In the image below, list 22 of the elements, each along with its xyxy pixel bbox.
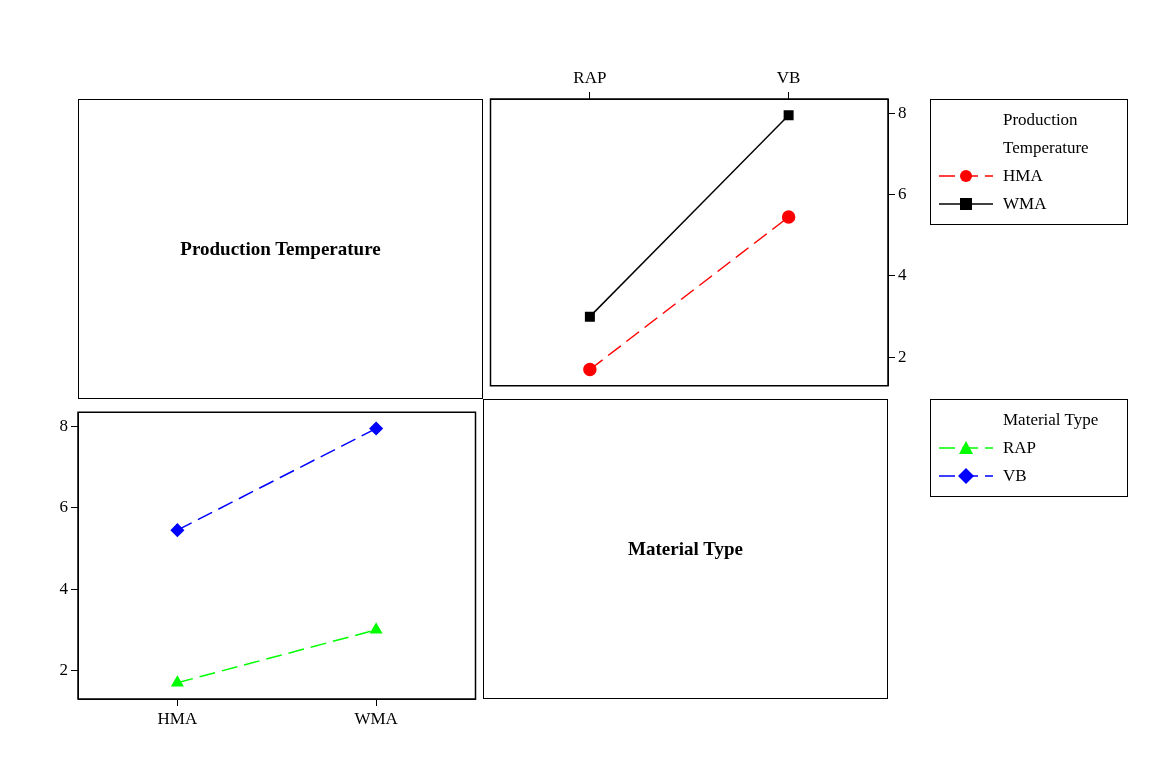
point: [584, 311, 595, 322]
y-tick-label: 8: [898, 102, 907, 122]
text: Production Temperature: [180, 238, 381, 260]
point: [369, 421, 383, 436]
legend-label: VB: [1003, 466, 1027, 486]
text: Material Type: [628, 538, 743, 560]
point: [170, 523, 185, 537]
legend-label: RAP: [1003, 438, 1037, 458]
legend-label: WMA: [1003, 194, 1047, 214]
y-tick-label: 4: [59, 578, 69, 598]
legend-title: Material Type: [1002, 409, 1100, 431]
point: [583, 362, 597, 377]
y-tick-label: 8: [59, 415, 68, 435]
y-tick-label: 6: [59, 497, 68, 517]
legend-title: Production Temperature: [1002, 109, 1090, 159]
legend-label: HMA: [1003, 166, 1043, 186]
point: [781, 210, 796, 224]
y-tick-label: 4: [898, 265, 907, 285]
y-tick-label: 2: [898, 346, 907, 366]
y-tick-label: 6: [898, 184, 907, 204]
point: [783, 110, 794, 121]
y-tick-label: 2: [59, 659, 68, 679]
